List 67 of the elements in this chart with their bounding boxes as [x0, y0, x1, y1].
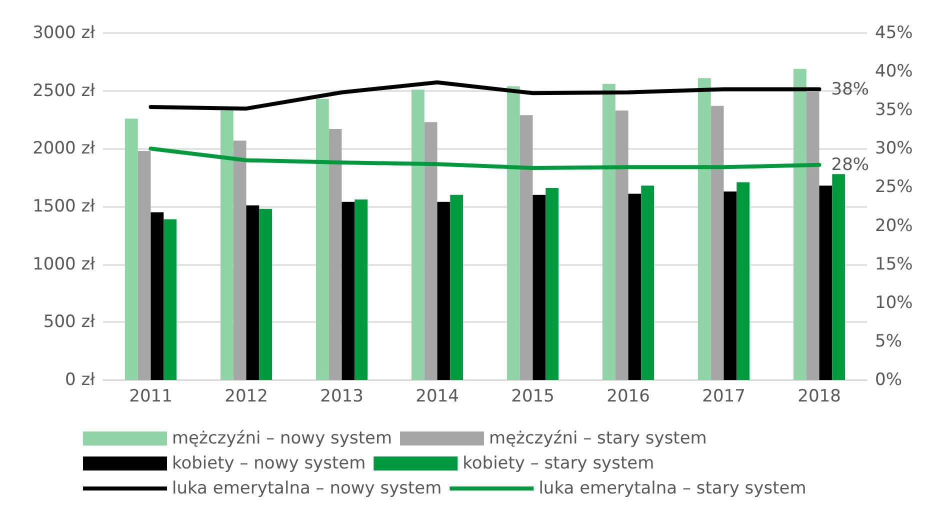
bar: [328, 129, 342, 380]
bar: [724, 191, 737, 380]
legend-label: luka emerytalna – stary system: [538, 478, 806, 498]
bar: [354, 200, 368, 380]
bar: [615, 110, 628, 380]
x-tick-label: 2013: [320, 386, 364, 406]
line-series: [148, 80, 822, 111]
y2-tick-label: 15%: [875, 254, 913, 274]
x-tick-label: 2018: [798, 386, 841, 406]
y2-tick-label: 40%: [875, 62, 913, 82]
bar: [316, 98, 329, 380]
y-tick-label: 0 zł: [65, 370, 96, 390]
y-tick-label: 2000 zł: [32, 138, 96, 159]
legend-label: mężczyźni – nowy system: [172, 428, 392, 448]
bar: [698, 78, 711, 380]
legend-label: luka emerytalna – nowy system: [172, 478, 442, 498]
x-tick-label: 2011: [129, 386, 172, 406]
legend-label: kobiety – stary system: [462, 454, 654, 474]
x-tick-label: 2015: [511, 386, 554, 406]
bar: [411, 90, 424, 380]
bar: [259, 208, 272, 380]
y2-tick-label: 5%: [875, 331, 902, 352]
bar: [124, 118, 138, 380]
x-tick-label: 2017: [702, 386, 746, 406]
bar: [450, 194, 464, 380]
bar: [628, 194, 642, 380]
y2-tick-label: 20%: [875, 216, 913, 236]
bar: [546, 188, 559, 380]
bar: [150, 212, 164, 380]
y-tick-label: 2500 zł: [32, 80, 96, 101]
bar: [641, 186, 654, 380]
bar: [424, 122, 438, 380]
bar: [793, 68, 806, 380]
y-tick-label: 3000 zł: [32, 23, 96, 43]
bar: [602, 84, 616, 380]
bar: [710, 106, 724, 380]
x-tick-label: 2016: [606, 386, 650, 406]
bar: [164, 219, 177, 380]
bar: [520, 115, 533, 380]
bar: [506, 86, 520, 380]
y2-tick-label: 30%: [875, 138, 913, 159]
y2-tick-label: 0%: [875, 370, 902, 390]
bar: [246, 205, 260, 380]
data-label: 28%: [831, 154, 870, 175]
data-label: 38%: [831, 79, 870, 100]
bar: [832, 174, 846, 380]
y2-tick-label: 25%: [875, 177, 913, 198]
y2-tick-label: 35%: [875, 100, 913, 120]
bar: [532, 194, 546, 380]
bar: [819, 186, 832, 380]
legend-label: mężczyźni – stary system: [489, 428, 707, 448]
bar: [342, 202, 355, 380]
x-tick-label: 2014: [416, 386, 459, 406]
bar: [220, 110, 234, 380]
y2-tick-label: 10%: [875, 292, 913, 313]
y-tick-label: 1000 zł: [32, 254, 96, 274]
y-tick-label: 1500 zł: [32, 196, 96, 216]
y-tick-label: 500 zł: [43, 312, 96, 332]
line-series: [148, 146, 822, 170]
legend-label: kobiety – nowy system: [172, 454, 366, 474]
x-tick-label: 2012: [224, 386, 268, 406]
bar: [138, 150, 151, 380]
bar: [233, 140, 246, 380]
y2-tick-label: 45%: [875, 23, 913, 43]
bar: [437, 202, 450, 380]
bar: [806, 92, 820, 380]
bar: [736, 182, 750, 380]
